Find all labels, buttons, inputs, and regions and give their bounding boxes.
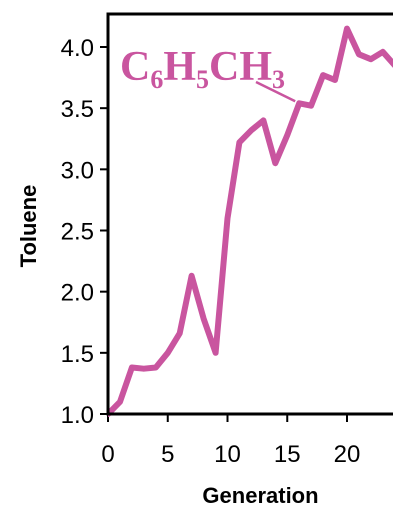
formula-subscript: 6 (150, 65, 163, 94)
y-tick-label: 1.0 (61, 402, 94, 429)
y-tick-label: 3.5 (61, 96, 94, 123)
formula-subscript: 3 (272, 65, 285, 94)
formula-text: C (120, 44, 150, 90)
y-axis-title: Toluene (16, 185, 41, 268)
axis-ticks: 1.0 1.5 2.0 2.5 3.0 3.5 4.0 0 5 10 15 20 (61, 35, 361, 468)
x-tick-label: 5 (161, 441, 174, 468)
annotation-layer: C6H5CH3 (120, 44, 296, 103)
annotation-leader-line (255, 80, 296, 103)
y-tick-label: 2.0 (61, 280, 94, 307)
plot-frame (106, 12, 393, 416)
x-tick-label: 0 (101, 441, 114, 468)
y-tick-label: 2.5 (61, 219, 94, 246)
x-tick-label: 10 (214, 441, 241, 468)
y-tick-label: 4.0 (61, 35, 94, 62)
formula-annotation: C6H5CH3 (120, 44, 285, 94)
formula-text: CH (209, 44, 272, 90)
x-tick-label: 15 (274, 441, 301, 468)
x-axis-title: Generation (202, 483, 318, 508)
x-tick-label: 20 (334, 441, 361, 468)
y-tick-label: 3.0 (61, 157, 94, 184)
formula-text: H (163, 44, 196, 90)
y-tick-label: 1.5 (61, 341, 94, 368)
formula-subscript: 5 (196, 65, 209, 94)
